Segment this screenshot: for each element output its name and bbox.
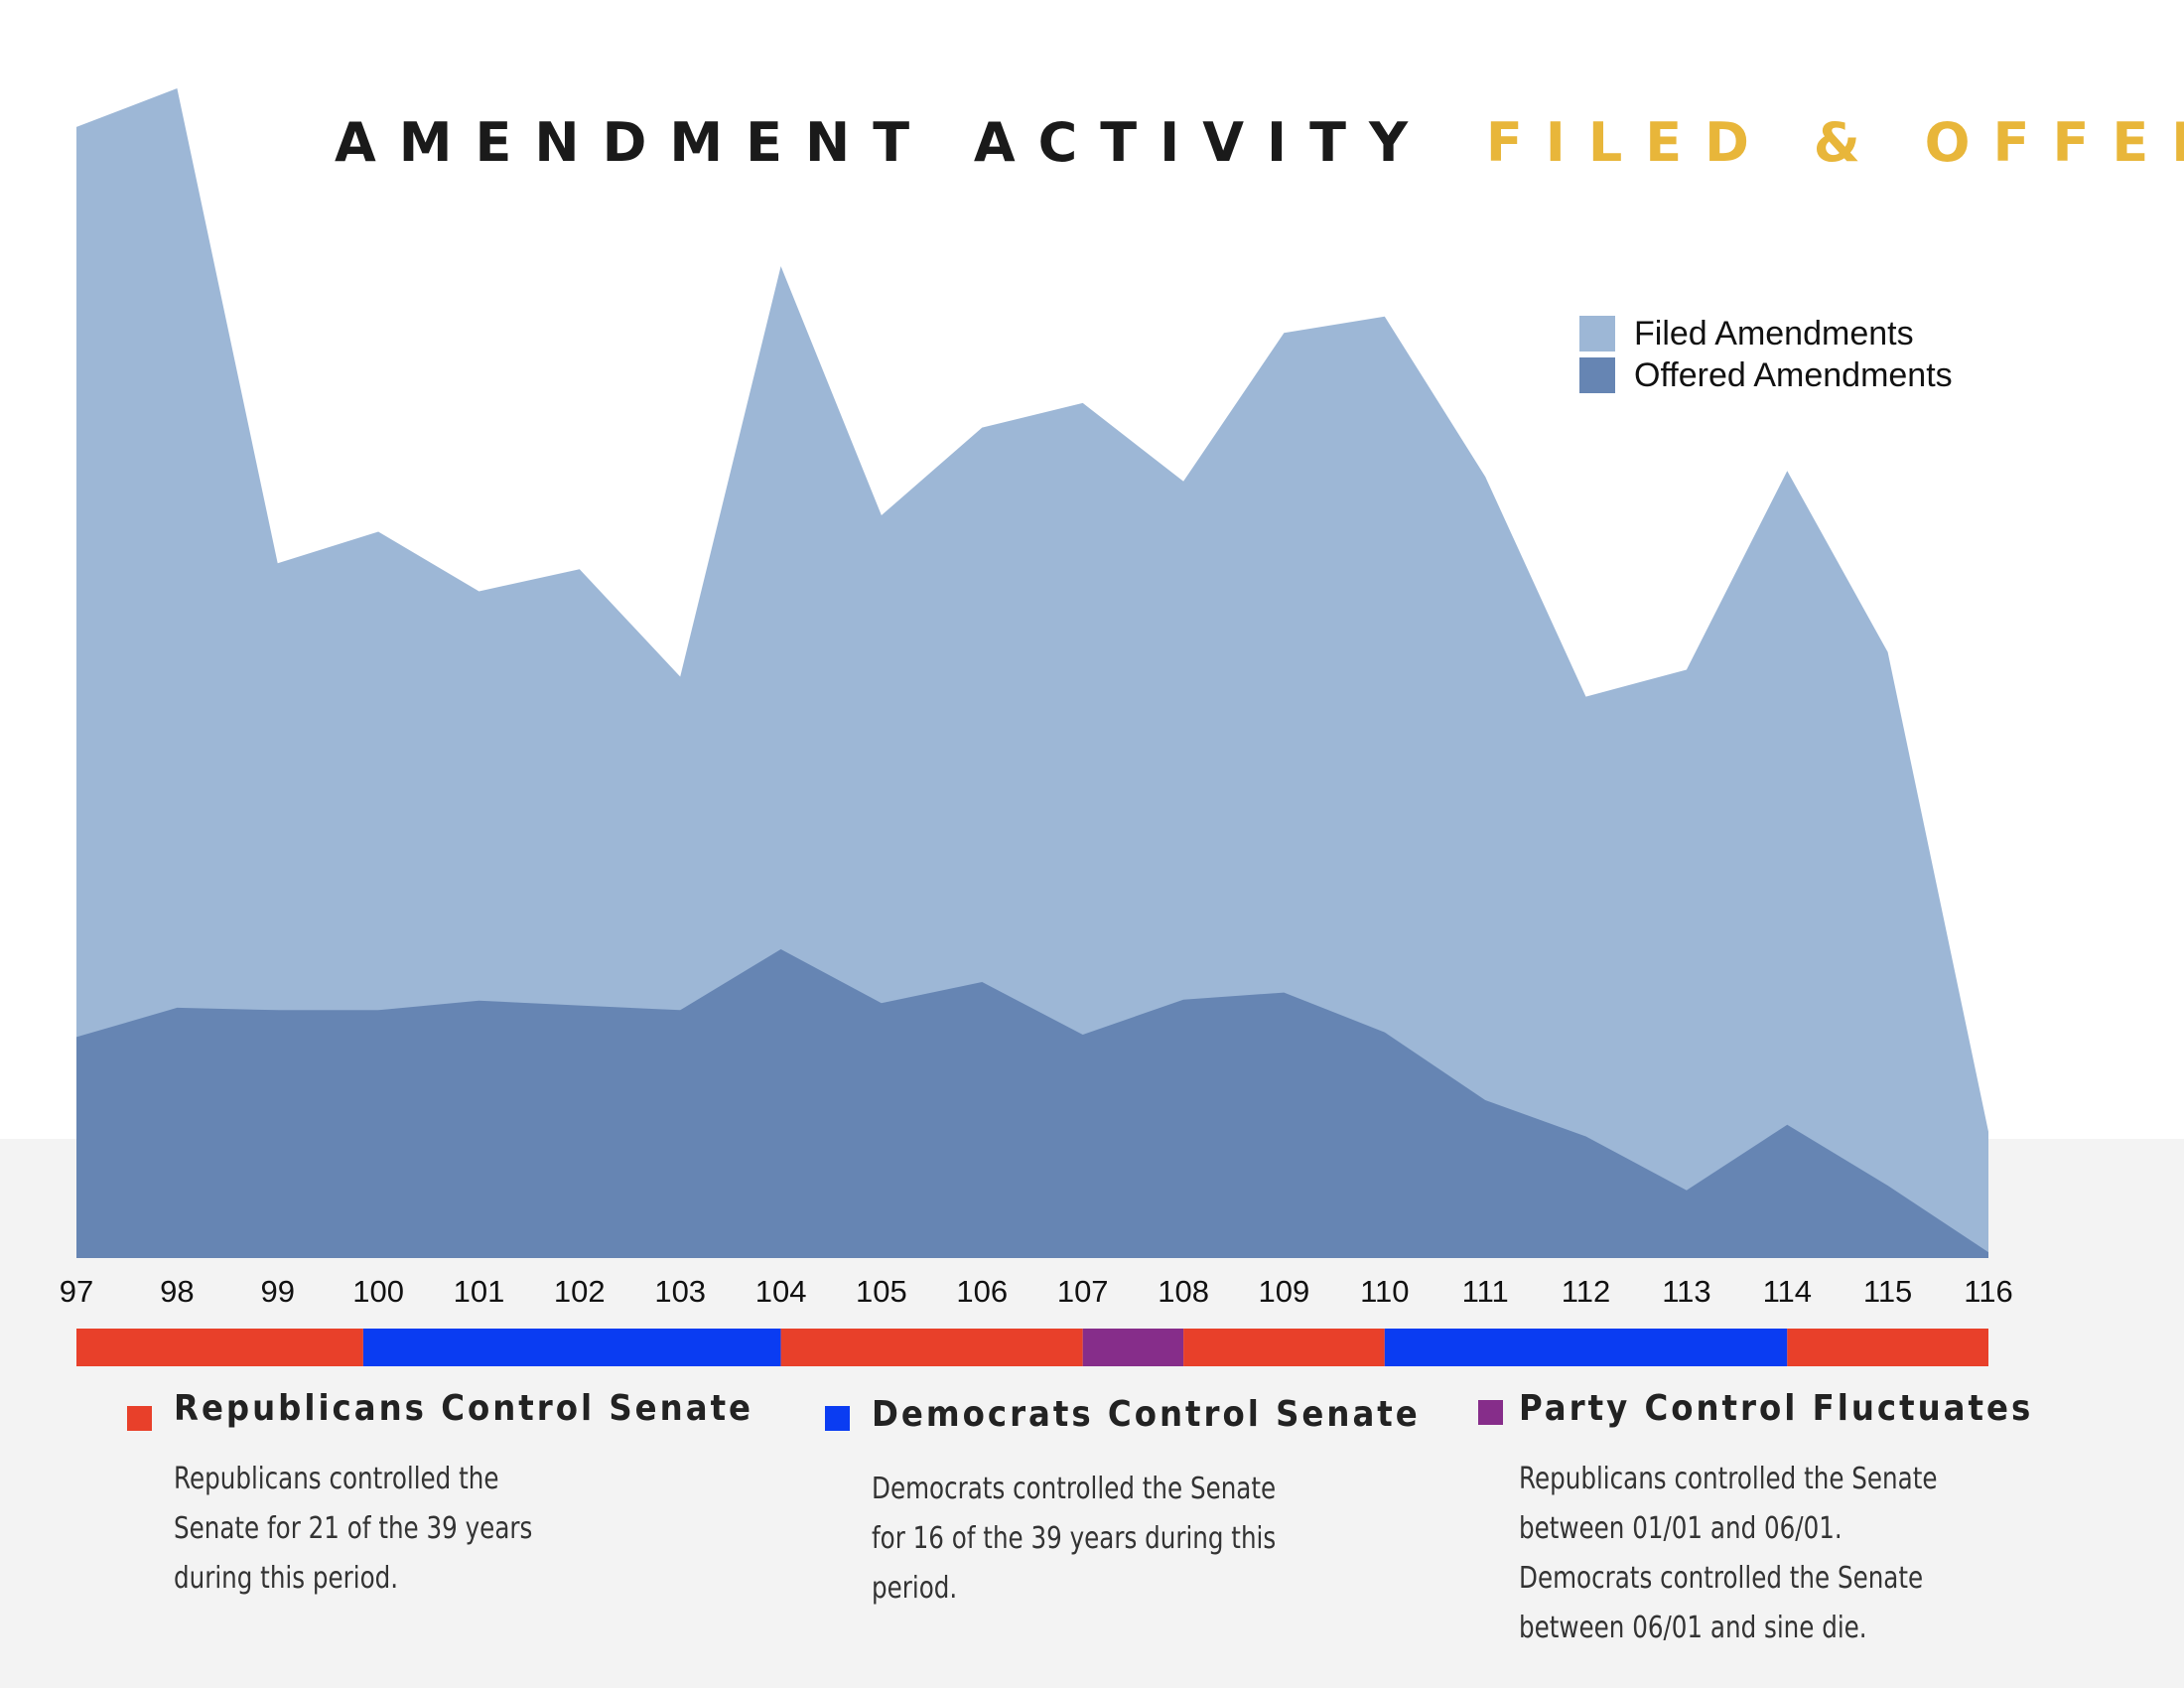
tick-label-100: 100 — [352, 1274, 404, 1309]
party-segment-4-fluctuates — [1082, 1329, 1184, 1366]
party-segment-7-republican — [1787, 1329, 1988, 1366]
tick-label-104: 104 — [755, 1274, 807, 1309]
fluctuates-body: Republicans controlled the Senate betwee… — [1519, 1462, 1938, 1645]
tick-label-98: 98 — [160, 1274, 194, 1309]
tick-label-99: 99 — [260, 1274, 294, 1309]
party-segment-2-democrat — [362, 1329, 781, 1366]
fluctuates-swatch — [1478, 1400, 1503, 1425]
legend-swatch-1 — [1579, 316, 1615, 352]
tick-label-106: 106 — [956, 1274, 1008, 1309]
info-fluctuates: Party Control Fluctuates Republicans con… — [1478, 1388, 2075, 1653]
tick-label-111: 111 — [1462, 1274, 1509, 1309]
tick-label-114: 114 — [1763, 1274, 1812, 1309]
tick-label-102: 102 — [554, 1274, 606, 1309]
chart-title-text: AMENDMENT ACTIVITY FILED & OFFERED — [335, 111, 2184, 174]
democrats-body: Democrats controlled the Senate for 16 o… — [872, 1472, 1277, 1606]
chart-title: AMENDMENT ACTIVITY FILED & OFFERED — [335, 111, 2184, 174]
party-segment-6-democrat — [1384, 1329, 1788, 1366]
title-part-1: AMENDMENT ACTIVITY — [335, 111, 1431, 174]
tick-label-113: 113 — [1662, 1274, 1710, 1309]
fluctuates-heading: Party Control Fluctuates — [1519, 1388, 2034, 1429]
party-segment-3-republican — [780, 1329, 1083, 1366]
republicans-body: Republicans controlled the Senate for 21… — [174, 1462, 533, 1596]
democrats-heading: Democrats Control Senate — [872, 1394, 1421, 1435]
tick-label-101: 101 — [454, 1274, 505, 1309]
legend: Filed Amendments Offered Amendments — [1579, 315, 1953, 394]
legend-label-2: Offered Amendments — [1634, 356, 1953, 394]
tick-label-105: 105 — [856, 1274, 907, 1309]
chart-areas — [75, 87, 1989, 1258]
republicans-heading: Republicans Control Senate — [174, 1388, 754, 1429]
info-republicans: Republicans Control Senate Republicans c… — [127, 1388, 754, 1604]
info-democrats: Democrats Control Senate Democrats contr… — [825, 1394, 1428, 1614]
party-control-bar — [76, 1329, 1988, 1366]
tick-label-108: 108 — [1158, 1274, 1209, 1309]
tick-label-110: 110 — [1360, 1274, 1409, 1309]
tick-label-103: 103 — [654, 1274, 706, 1309]
title-part-2: FILED & OFFERED — [1444, 111, 2184, 174]
area-offered-amendments — [76, 949, 1988, 1258]
tick-label-116: 116 — [1964, 1274, 2012, 1309]
party-segment-5-republican — [1183, 1329, 1385, 1366]
x-axis-ticks: 97 98 99 100 101 102 103 104 105 106 107 108 109 110 1… — [60, 1274, 2013, 1309]
area-filed-amendments — [76, 88, 1988, 1258]
tick-label-97: 97 — [60, 1274, 93, 1309]
party-segment-1-republican — [76, 1329, 363, 1366]
republican-swatch — [127, 1406, 152, 1431]
legend-label-1: Filed Amendments — [1634, 315, 1914, 352]
tick-label-115: 115 — [1863, 1274, 1912, 1309]
tick-label-107: 107 — [1057, 1274, 1109, 1309]
democrat-swatch — [825, 1406, 850, 1431]
tick-label-109: 109 — [1259, 1274, 1310, 1309]
tick-label-112: 112 — [1562, 1274, 1610, 1309]
legend-swatch-2 — [1579, 357, 1615, 393]
